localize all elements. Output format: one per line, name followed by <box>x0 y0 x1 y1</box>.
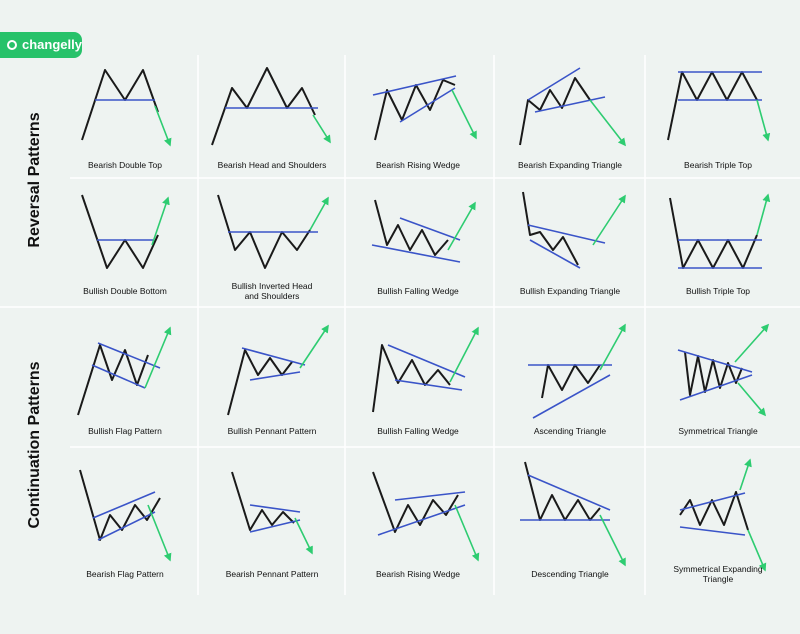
breakout-arrow <box>756 193 771 236</box>
breakout-arrow <box>756 99 771 142</box>
breakout-arrow <box>454 504 480 562</box>
breakout-arrow <box>599 323 626 371</box>
trend-line <box>394 491 466 501</box>
pattern-label: Symmetrical Triangle <box>678 426 758 436</box>
pattern-label: Bullish Triple Top <box>685 286 751 296</box>
price-line <box>217 194 311 269</box>
price-line <box>679 491 749 531</box>
trend-line <box>372 75 457 96</box>
trend-line <box>679 492 746 511</box>
price-line <box>667 71 758 141</box>
grid-dividers <box>0 55 800 595</box>
pattern-label: Bullish Falling Wedge <box>377 426 459 436</box>
price-line <box>81 69 159 141</box>
pattern-label: Bullish Double Bottom <box>83 286 167 296</box>
trend-line <box>399 217 461 241</box>
pattern-label: Bullish Expanding Triangle <box>519 286 621 296</box>
breakout-arrow <box>589 99 626 147</box>
breakout-arrow <box>312 114 331 144</box>
price-line <box>519 77 591 146</box>
pattern-label: Bearish Head and Shoulders <box>217 160 327 170</box>
section-title: Continuation Patterns <box>26 361 43 529</box>
pattern-label: Bearish Triple Top <box>684 160 752 170</box>
price-line <box>522 191 579 266</box>
trend-line <box>532 374 611 419</box>
breakout-arrow <box>451 89 477 140</box>
price-line <box>227 349 293 416</box>
pattern-label: Bullish Falling Wedge <box>377 286 459 296</box>
breakout-arrow <box>449 326 479 383</box>
price-line <box>541 364 601 399</box>
price-line <box>79 469 161 541</box>
breakout-arrow <box>734 323 770 363</box>
breakout-arrow <box>151 196 170 246</box>
price-line <box>231 471 295 531</box>
section-title: Reversal Patterns <box>26 112 43 248</box>
price-line <box>211 67 316 146</box>
trend-line <box>241 347 306 366</box>
breakout-arrow <box>739 458 752 491</box>
price-line <box>81 194 159 269</box>
trend-line <box>249 519 301 533</box>
trend-line <box>527 67 581 101</box>
trend-line <box>249 371 301 381</box>
trend-line <box>92 491 156 519</box>
pattern-label: Bearish Rising Wedge <box>376 569 460 579</box>
breakout-arrow <box>592 194 626 246</box>
breakout-arrow <box>294 517 313 555</box>
trend-line <box>97 511 156 541</box>
logo: changelly <box>0 32 82 58</box>
trend-line <box>677 349 753 373</box>
pattern-label: Bullish Pennant Pattern <box>227 426 317 436</box>
pattern-label: Descending Triangle <box>531 569 609 579</box>
breakout-arrow <box>309 196 329 231</box>
trend-line <box>679 374 753 401</box>
price-line <box>372 344 451 413</box>
breakout-arrow <box>447 201 476 251</box>
trend-line <box>529 239 581 269</box>
trend-line <box>527 224 606 244</box>
breakout-arrow <box>737 382 767 417</box>
breakout-arrow <box>599 514 626 567</box>
price-line <box>374 79 456 141</box>
pattern-label: Bullish Inverted Head and Shoulders <box>231 281 313 301</box>
pattern-label: Bearish Double Top <box>87 160 163 170</box>
breakout-arrow <box>747 529 767 572</box>
trend-line <box>394 379 463 391</box>
trend-line <box>387 344 466 378</box>
pattern-label: Ascending Triangle <box>533 426 607 436</box>
price-line <box>669 197 758 269</box>
trend-line <box>97 342 161 369</box>
trend-line <box>527 474 611 511</box>
price-line <box>524 461 601 521</box>
trend-line <box>371 244 461 263</box>
trend-line <box>377 504 466 536</box>
price-line <box>374 199 449 256</box>
pattern-label: Bearish Rising Wedge <box>376 160 460 170</box>
pattern-label: Bearish Flag Pattern <box>86 569 164 579</box>
trend-line <box>249 504 301 513</box>
pattern-label: Symmetrical Expanding Triangle <box>673 564 763 584</box>
breakout-arrow <box>147 504 172 562</box>
breakout-arrow <box>144 326 172 389</box>
pattern-label: Bullish Flag Pattern <box>88 426 162 436</box>
price-line <box>77 344 149 416</box>
trend-line <box>399 87 456 123</box>
trend-line <box>679 526 746 536</box>
trend-line <box>91 364 146 389</box>
price-line <box>372 471 459 533</box>
pattern-label: Bearish Pennant Pattern <box>225 569 319 579</box>
breakout-arrow <box>299 324 329 369</box>
trend-line <box>534 96 606 113</box>
pattern-label: Bearish Expanding Triangle <box>518 160 622 170</box>
breakout-arrow <box>154 105 172 147</box>
